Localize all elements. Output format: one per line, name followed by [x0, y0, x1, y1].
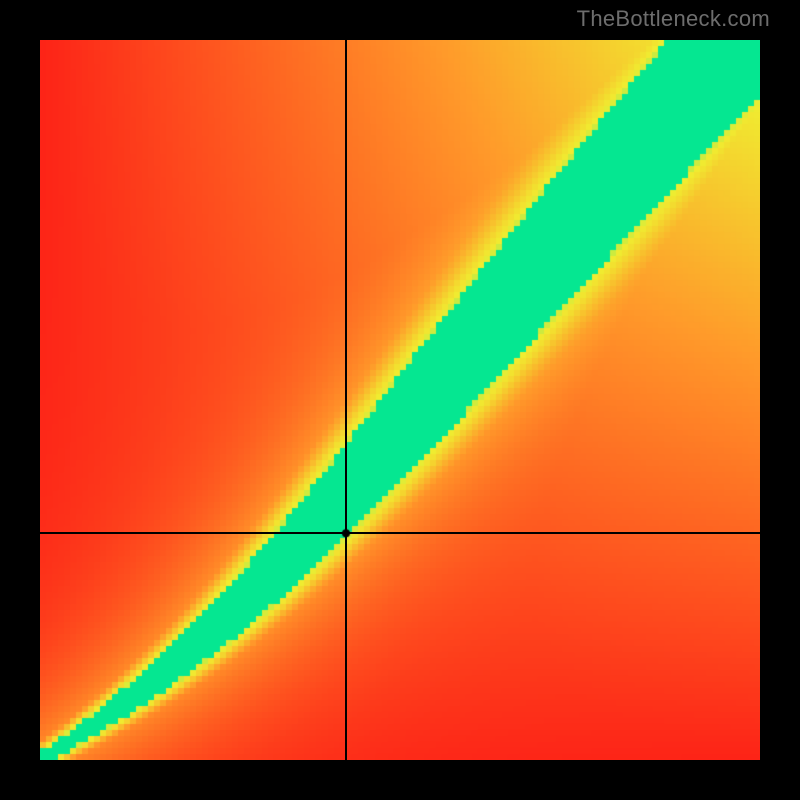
heatmap-canvas — [40, 40, 760, 760]
crosshair-vertical — [345, 40, 347, 760]
heatmap-plot — [40, 40, 760, 760]
chart-container: TheBottleneck.com — [0, 0, 800, 800]
watermark-text: TheBottleneck.com — [577, 6, 770, 32]
crosshair-horizontal — [40, 532, 760, 534]
